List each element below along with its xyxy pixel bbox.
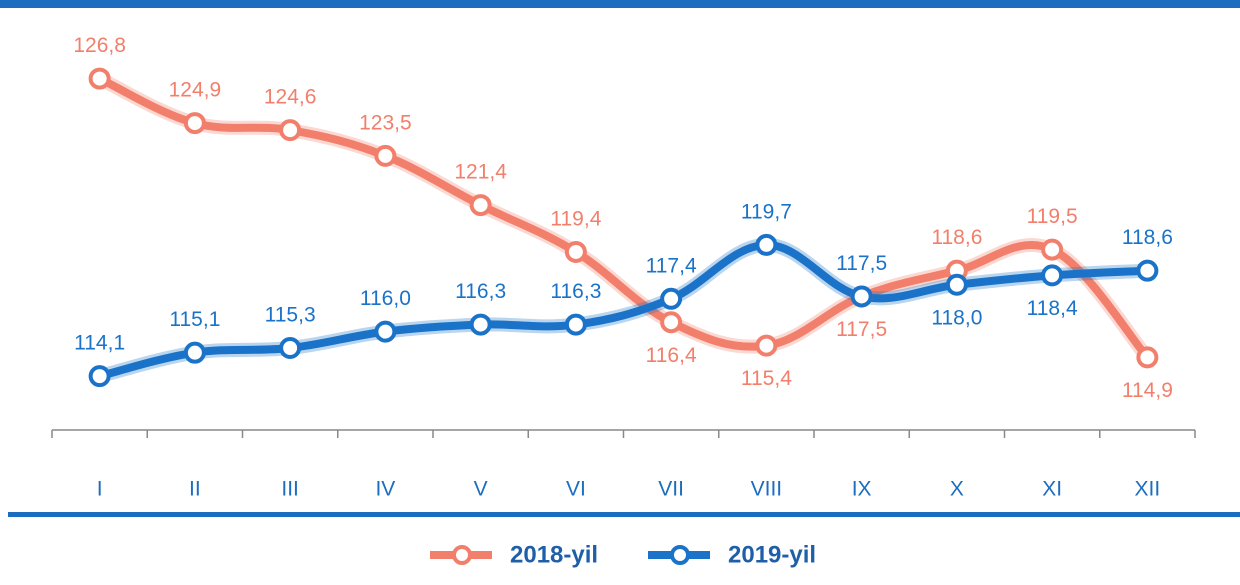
- data-label: 115,4: [741, 367, 792, 390]
- x-tick-label: IX: [852, 478, 872, 501]
- point: [945, 273, 968, 296]
- bottom-band: [8, 512, 1240, 517]
- legend-marker: [670, 545, 690, 565]
- point: [564, 313, 587, 336]
- point: [850, 285, 873, 308]
- x-tick-label: XII: [1135, 478, 1161, 501]
- data-label: 121,4: [454, 161, 507, 184]
- data-label: 118,6: [931, 226, 982, 249]
- data-label: 115,1: [169, 308, 220, 331]
- data-label: 124,9: [169, 79, 222, 102]
- x-tick-label: XI: [1042, 478, 1062, 501]
- point: [755, 334, 778, 357]
- legend-label: 2018-yil: [510, 541, 598, 568]
- x-tick-label: X: [950, 478, 964, 501]
- point: [183, 112, 206, 135]
- legend-marker: [452, 545, 472, 565]
- data-label: 118,0: [931, 306, 982, 329]
- data-label: 117,5: [836, 252, 887, 275]
- data-label: 119,4: [550, 207, 601, 230]
- point: [469, 313, 492, 336]
- point: [1136, 259, 1159, 282]
- x-tick-label: I: [97, 478, 103, 501]
- data-label: 116,3: [550, 280, 601, 303]
- legend-label: 2019-yil: [728, 541, 816, 568]
- data-label: 116,3: [455, 280, 506, 303]
- point: [1041, 264, 1064, 287]
- point: [469, 194, 492, 217]
- x-tick-label: III: [281, 478, 299, 501]
- x-tick-label: IV: [375, 478, 395, 501]
- point: [374, 144, 397, 167]
- point: [279, 119, 302, 142]
- x-tick-label: VII: [658, 478, 684, 501]
- point: [755, 233, 778, 256]
- point: [279, 337, 302, 359]
- data-label: 115,3: [265, 304, 316, 327]
- data-label: 118,6: [1122, 226, 1173, 249]
- data-label: 119,5: [1027, 205, 1078, 228]
- data-label: 116,4: [646, 344, 697, 367]
- point: [183, 341, 206, 364]
- data-label: 114,1: [74, 332, 125, 355]
- data-label: 119,7: [741, 200, 792, 223]
- data-label: 126,8: [73, 34, 126, 57]
- point: [374, 320, 397, 343]
- point: [88, 365, 111, 388]
- point: [88, 67, 111, 90]
- data-label: 114,9: [1122, 379, 1173, 402]
- data-label: 117,4: [646, 254, 697, 277]
- x-tick-label: VI: [566, 478, 586, 501]
- data-label: 117,5: [836, 318, 887, 341]
- x-tick-label: II: [189, 478, 201, 501]
- point: [660, 287, 683, 310]
- point: [660, 311, 683, 334]
- data-label: 123,5: [359, 111, 412, 134]
- x-tick-label: VIII: [751, 478, 783, 501]
- point: [564, 240, 587, 263]
- point: [1041, 238, 1064, 261]
- top-band: [0, 0, 1240, 8]
- point: [1136, 346, 1159, 369]
- data-label: 116,0: [360, 287, 411, 310]
- data-label: 124,6: [264, 86, 317, 109]
- data-label: 118,4: [1027, 297, 1078, 320]
- x-tick-label: V: [474, 478, 488, 501]
